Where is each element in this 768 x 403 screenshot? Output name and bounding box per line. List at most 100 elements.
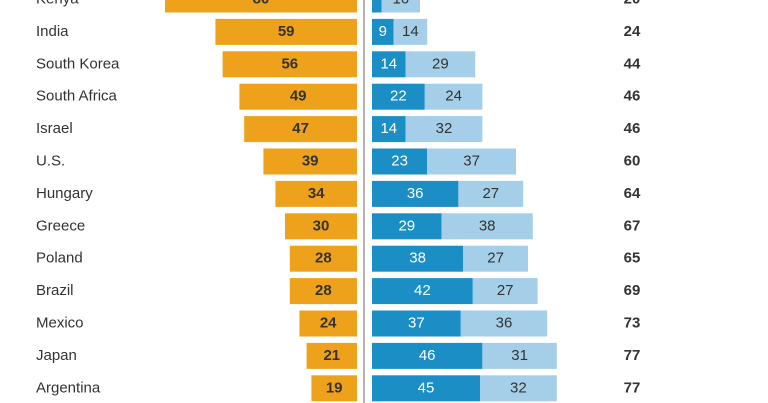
value-label: 31 xyxy=(511,347,528,364)
bar xyxy=(393,18,428,45)
value-label: 42 xyxy=(414,282,431,299)
value-label: 32 xyxy=(436,120,453,137)
bar xyxy=(372,0,382,13)
bar xyxy=(472,278,538,305)
value-label: 14 xyxy=(380,120,397,137)
bar xyxy=(372,342,483,369)
total-label: 69 xyxy=(624,282,641,299)
value-label: 80 xyxy=(253,0,270,7)
value-label: 46 xyxy=(419,347,436,364)
bar xyxy=(289,245,357,272)
bar xyxy=(405,116,483,143)
total-label: 73 xyxy=(624,314,641,331)
bar xyxy=(372,148,428,175)
value-label: 59 xyxy=(278,23,295,40)
category-label: South Africa xyxy=(36,88,118,105)
category-label: Greece xyxy=(36,217,85,234)
total-label: 77 xyxy=(624,347,641,364)
category-label: Hungary xyxy=(36,185,93,202)
bar xyxy=(372,51,406,78)
category-label: Poland xyxy=(36,250,83,267)
bar xyxy=(424,83,483,110)
bar xyxy=(372,375,480,402)
category-label: South Korea xyxy=(36,55,120,72)
total-label: 65 xyxy=(624,250,641,267)
value-label: 36 xyxy=(496,314,513,331)
value-label: 37 xyxy=(408,314,425,331)
bar xyxy=(263,148,357,175)
category-label: Japan xyxy=(36,347,77,364)
bar xyxy=(427,148,516,175)
value-label: 49 xyxy=(290,88,307,105)
value-label: 38 xyxy=(479,217,496,234)
value-label: 16 xyxy=(392,0,409,7)
value-label: 34 xyxy=(308,185,325,202)
total-label: 44 xyxy=(624,55,641,72)
value-label: 38 xyxy=(409,250,426,267)
value-label: 32 xyxy=(510,379,527,396)
bar xyxy=(372,245,464,272)
value-label: 23 xyxy=(391,152,408,169)
total-label: 24 xyxy=(624,23,641,40)
value-label: 24 xyxy=(445,88,462,105)
bar xyxy=(372,83,425,110)
value-label: 29 xyxy=(432,55,449,72)
category-label: Kenya xyxy=(36,0,79,7)
category-label: India xyxy=(36,23,69,40)
bar xyxy=(463,245,528,272)
value-label: 14 xyxy=(380,55,397,72)
value-label: 19 xyxy=(326,379,343,396)
bar xyxy=(275,180,357,207)
bar xyxy=(482,342,557,369)
value-label: 28 xyxy=(315,282,332,299)
category-label: U.S. xyxy=(36,152,65,169)
category-label: Argentina xyxy=(36,379,101,396)
bar xyxy=(458,180,524,207)
bar xyxy=(289,278,357,305)
bar xyxy=(306,342,357,369)
total-label: 46 xyxy=(624,120,641,137)
value-label: 36 xyxy=(407,185,424,202)
bar xyxy=(405,51,476,78)
total-label: 77 xyxy=(624,379,641,396)
value-label: 27 xyxy=(482,185,499,202)
bar xyxy=(222,51,357,78)
total-label: 46 xyxy=(624,88,641,105)
value-label: 21 xyxy=(323,347,340,364)
bar xyxy=(381,0,420,13)
bar xyxy=(372,116,406,143)
bar xyxy=(299,310,357,337)
value-label: 29 xyxy=(398,217,415,234)
bar xyxy=(165,0,357,13)
category-label: Mexico xyxy=(36,314,84,331)
bar xyxy=(480,375,557,402)
bar xyxy=(372,18,394,45)
bar xyxy=(460,310,548,337)
bar xyxy=(372,310,461,337)
value-label: 56 xyxy=(281,55,298,72)
value-label: 30 xyxy=(313,217,330,234)
category-label: Brazil xyxy=(36,282,74,299)
bar xyxy=(215,18,357,45)
value-label: 27 xyxy=(487,250,504,267)
value-label: 39 xyxy=(302,152,319,169)
category-label: Israel xyxy=(36,120,73,137)
value-label: 27 xyxy=(497,282,514,299)
value-label: 9 xyxy=(379,23,387,40)
total-label: 60 xyxy=(624,152,641,169)
value-label: 45 xyxy=(418,379,435,396)
bar xyxy=(311,375,357,402)
value-label: 24 xyxy=(320,314,337,331)
bar xyxy=(285,213,357,240)
bar xyxy=(372,213,442,240)
value-label: 28 xyxy=(315,250,332,267)
total-label: 20 xyxy=(624,0,641,7)
value-label: 47 xyxy=(292,120,309,137)
value-label: 14 xyxy=(402,23,419,40)
total-label: 67 xyxy=(624,217,641,234)
bar xyxy=(244,116,357,143)
bar xyxy=(372,180,459,207)
value-label: 37 xyxy=(463,152,480,169)
